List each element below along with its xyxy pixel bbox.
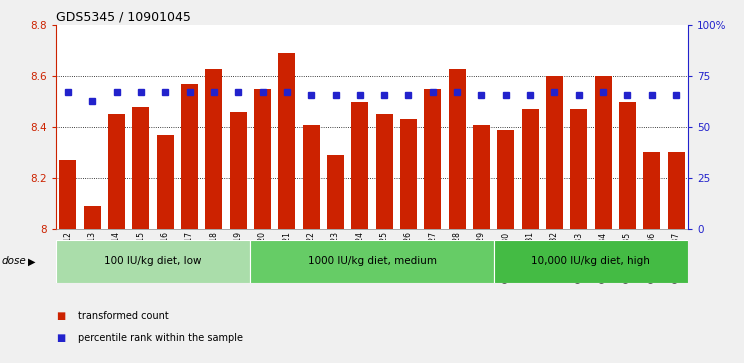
Bar — [327, 155, 344, 229]
Bar — [473, 125, 490, 229]
Bar — [181, 84, 198, 229]
Text: percentile rank within the sample: percentile rank within the sample — [78, 333, 243, 343]
Bar — [254, 89, 271, 229]
Bar — [522, 109, 539, 229]
Bar — [132, 107, 150, 229]
Bar — [619, 102, 636, 229]
Bar — [594, 76, 612, 229]
Bar — [84, 206, 100, 229]
Text: 10,000 IU/kg diet, high: 10,000 IU/kg diet, high — [531, 256, 650, 266]
Text: ■: ■ — [56, 311, 65, 321]
Bar — [230, 112, 247, 229]
Bar — [60, 160, 77, 229]
Bar — [570, 109, 587, 229]
Bar — [251, 240, 493, 283]
Text: ■: ■ — [56, 333, 65, 343]
Bar — [157, 135, 174, 229]
Bar — [351, 102, 368, 229]
Bar — [205, 69, 222, 229]
Text: 1000 IU/kg diet, medium: 1000 IU/kg diet, medium — [307, 256, 437, 266]
Text: transformed count: transformed count — [78, 311, 169, 321]
Bar — [278, 53, 295, 229]
Text: GDS5345 / 10901045: GDS5345 / 10901045 — [56, 11, 190, 24]
Text: 100 IU/kg diet, low: 100 IU/kg diet, low — [104, 256, 202, 266]
Bar — [303, 125, 320, 229]
Bar — [56, 240, 251, 283]
Bar — [400, 119, 417, 229]
Bar — [546, 76, 563, 229]
Bar — [376, 114, 393, 229]
Bar — [493, 240, 688, 283]
Text: dose: dose — [1, 256, 26, 266]
Bar — [667, 152, 684, 229]
Text: ▶: ▶ — [28, 256, 36, 266]
Bar — [497, 130, 514, 229]
Bar — [644, 152, 660, 229]
Bar — [449, 69, 466, 229]
Bar — [424, 89, 441, 229]
Bar — [108, 114, 125, 229]
